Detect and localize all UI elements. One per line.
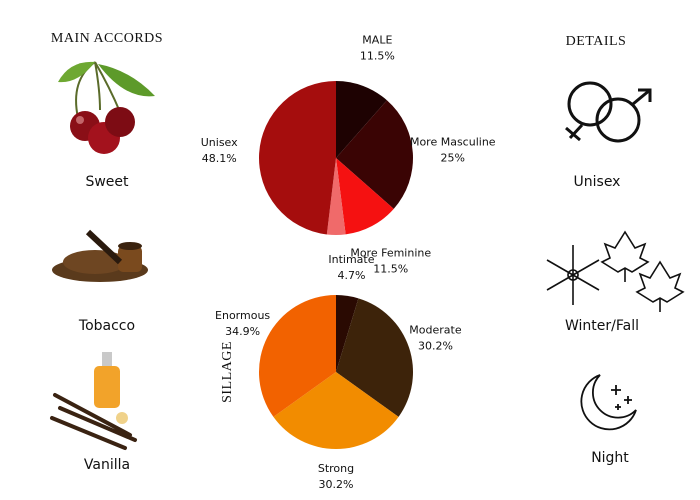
pie-slice [336,81,387,158]
detail-label: Winter/Fall [565,318,639,334]
slice-label: Moderate [409,323,462,336]
slice-label: MALE [362,34,392,47]
slice-value: 34.9% [225,325,260,338]
slice-value: 48.1% [202,152,237,165]
pie-slice [336,158,394,235]
slice-value: 30.2% [418,339,453,352]
slice-value: 30.2% [319,478,354,491]
detail-label: Unisex [574,174,621,190]
slice-label: More Masculine [410,136,496,149]
accord-label: Vanilla [84,457,130,473]
cherry-icon [58,61,155,154]
vanilla-icon [50,352,137,450]
pie-slice [326,158,346,235]
slice-value: 11.5% [360,50,395,63]
pie-title: SILLAGE [220,341,235,403]
tobacco-icon [52,229,148,282]
pie-slice [258,81,336,235]
slice-label: Enormous [215,309,270,322]
season-icon [546,230,685,312]
slice-value: 4.7% [337,269,365,282]
slice-label: Unisex [201,136,238,149]
detail-label: Night [591,450,629,466]
slice-value: 25% [441,152,465,165]
pie-slice [258,295,336,417]
slice-label: Strong [318,462,354,475]
night-icon [580,374,637,431]
details-title: DETAILS [566,34,627,49]
slice-value: 11.5% [373,262,408,275]
pie-slice [336,100,413,209]
pie-slice [336,298,413,417]
slice-label: Intimate [328,253,374,266]
pie-slice [273,372,399,449]
accord-label: Tobacco [78,318,135,334]
gender-icon [565,81,652,143]
pie-slice [336,295,359,372]
accords-title: MAIN ACCORDS [51,31,163,46]
slice-label: More Feminine [350,246,431,259]
accord-label: Sweet [85,174,129,190]
